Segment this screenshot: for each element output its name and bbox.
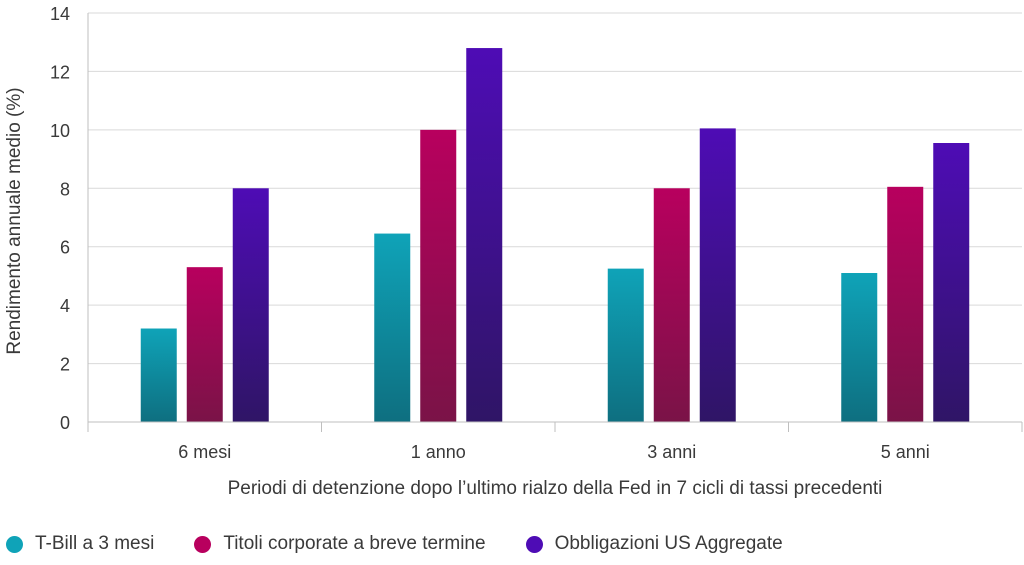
bar-chart: 0 2 4 6 8 10 12 14 6 mesi 1 anno 3 anni 5 anni Rend… <box>4 4 1023 499</box>
bar <box>607 268 644 422</box>
bars <box>140 48 970 423</box>
legend-swatch <box>194 535 212 553</box>
y-tick-label: 12 <box>50 62 70 82</box>
bar <box>420 129 457 422</box>
legend: T-Bill a 3 mesi Titoli corporate a breve … <box>6 533 823 555</box>
bar <box>653 188 690 422</box>
bar <box>374 233 411 422</box>
y-tick-label: 6 <box>60 238 70 258</box>
legend-label: Titoli corporate a breve termine <box>223 533 486 554</box>
legend-item: Titoli corporate a breve termine <box>194 533 486 555</box>
y-tick-label: 4 <box>60 296 70 316</box>
y-tick-label: 10 <box>50 121 70 141</box>
y-tick-label: 14 <box>50 4 70 24</box>
bar <box>466 48 503 423</box>
bar <box>186 267 223 422</box>
y-tick-label: 8 <box>60 179 70 199</box>
legend-swatch <box>525 535 543 553</box>
x-tick-label: 1 anno <box>411 442 466 462</box>
bar <box>140 328 177 422</box>
y-tick-label: 2 <box>60 355 70 375</box>
bar <box>887 186 924 422</box>
legend-swatch <box>6 535 23 553</box>
y-tick-label: 0 <box>60 413 70 433</box>
legend-label: T-Bill a 3 mesi <box>35 533 155 554</box>
legend-item: Obbligazioni US Aggregate <box>525 533 783 555</box>
x-tick-label: 6 mesi <box>178 442 231 462</box>
bar <box>699 128 736 422</box>
bar <box>232 188 269 422</box>
x-tick-label: 3 anni <box>647 442 696 462</box>
legend-label: Obbligazioni US Aggregate <box>554 533 783 554</box>
axes: 0 2 4 6 8 10 12 14 6 mesi 1 anno 3 anni 5 anni <box>50 4 1023 462</box>
y-axis-title: Rendimento annuale medio (%) <box>4 87 25 354</box>
bar <box>933 143 970 422</box>
bar <box>841 273 878 422</box>
x-axis-title: Periodi di detenzione dopo l’ultimo rial… <box>228 478 883 499</box>
x-tick-label: 5 anni <box>881 442 930 462</box>
legend-item: T-Bill a 3 mesi <box>6 533 154 555</box>
gridlines <box>88 12 1022 365</box>
